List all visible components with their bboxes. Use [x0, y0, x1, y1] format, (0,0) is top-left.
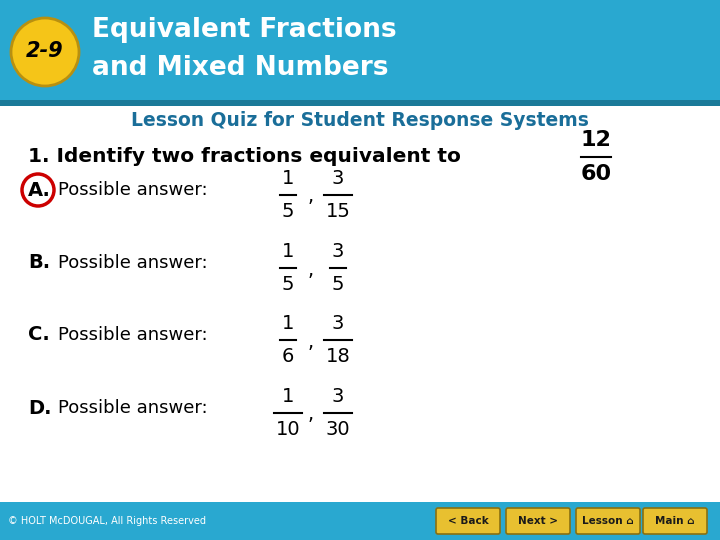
Text: 18: 18 — [325, 347, 351, 366]
FancyBboxPatch shape — [436, 508, 500, 534]
Text: 3: 3 — [332, 170, 344, 188]
Text: 3: 3 — [332, 242, 344, 261]
Text: 1. Identify two fractions equivalent to: 1. Identify two fractions equivalent to — [28, 147, 461, 166]
Text: 1: 1 — [282, 242, 294, 261]
Text: 1: 1 — [282, 170, 294, 188]
Text: 3: 3 — [332, 314, 344, 334]
Bar — [0, 502, 720, 540]
Text: 5: 5 — [282, 274, 294, 294]
FancyBboxPatch shape — [643, 508, 707, 534]
Text: Possible answer:: Possible answer: — [58, 326, 207, 344]
Text: 5: 5 — [332, 274, 344, 294]
Text: 3: 3 — [332, 388, 344, 407]
Text: < Back: < Back — [448, 516, 488, 526]
Text: Main ⌂: Main ⌂ — [655, 516, 695, 526]
Text: and Mixed Numbers: and Mixed Numbers — [92, 55, 389, 81]
Text: 1: 1 — [282, 314, 294, 334]
Text: 5: 5 — [282, 201, 294, 220]
Text: © HOLT McDOUGAL, All Rights Reserved: © HOLT McDOUGAL, All Rights Reserved — [8, 516, 206, 526]
Text: D.: D. — [28, 399, 52, 417]
Text: ,: , — [308, 260, 314, 280]
Text: Equivalent Fractions: Equivalent Fractions — [92, 17, 397, 43]
Text: 60: 60 — [580, 165, 611, 185]
Text: 12: 12 — [580, 130, 611, 150]
Bar — [0, 0, 720, 100]
Text: 30: 30 — [325, 420, 351, 438]
Text: Lesson ⌂: Lesson ⌂ — [582, 516, 634, 526]
Text: 6: 6 — [282, 347, 294, 366]
Text: 10: 10 — [276, 420, 300, 438]
Text: A.: A. — [28, 180, 51, 199]
Text: B.: B. — [28, 253, 50, 273]
Text: Possible answer:: Possible answer: — [58, 254, 207, 272]
Bar — [0, 100, 720, 106]
Text: ,: , — [308, 333, 314, 352]
Text: ,: , — [308, 406, 314, 424]
Text: 1: 1 — [282, 388, 294, 407]
Circle shape — [11, 18, 79, 86]
FancyBboxPatch shape — [576, 508, 640, 534]
FancyBboxPatch shape — [506, 508, 570, 534]
Text: 2-9: 2-9 — [26, 41, 64, 61]
Text: Possible answer:: Possible answer: — [58, 181, 207, 199]
Text: C.: C. — [28, 326, 50, 345]
Text: ,: , — [308, 187, 314, 206]
Text: Next >: Next > — [518, 516, 558, 526]
Text: 15: 15 — [325, 201, 351, 220]
Text: Lesson Quiz for Student Response Systems: Lesson Quiz for Student Response Systems — [131, 111, 589, 130]
Text: Possible answer:: Possible answer: — [58, 399, 207, 417]
